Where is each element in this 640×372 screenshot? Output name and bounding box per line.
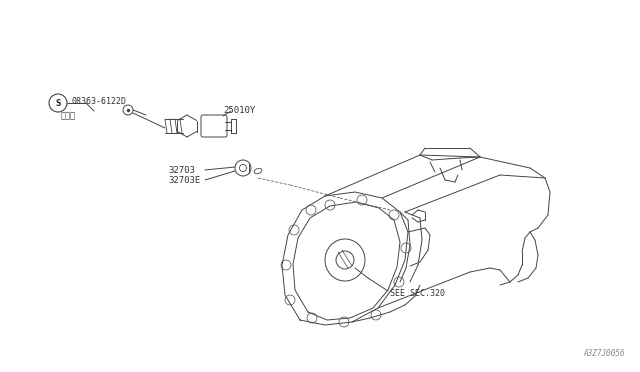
Text: S: S — [55, 99, 61, 108]
Text: 32703E: 32703E — [168, 176, 200, 185]
Text: （１）: （１） — [61, 112, 76, 121]
Text: SEE SEC.320: SEE SEC.320 — [390, 289, 445, 298]
Text: 08363-6122D: 08363-6122D — [72, 96, 127, 106]
Text: 25010Y: 25010Y — [223, 106, 255, 115]
Text: 32703: 32703 — [168, 166, 195, 174]
Text: A3Z7J0056: A3Z7J0056 — [584, 349, 625, 358]
